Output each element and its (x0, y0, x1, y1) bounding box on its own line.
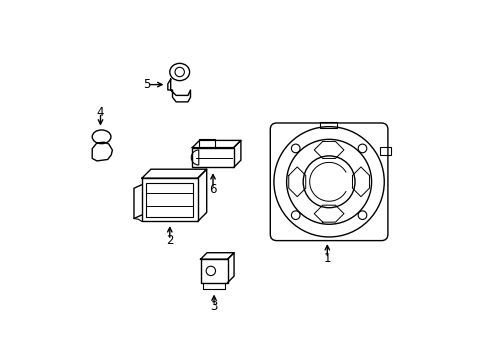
Text: 5: 5 (143, 78, 151, 91)
Text: 4: 4 (97, 106, 104, 119)
Text: 6: 6 (209, 183, 216, 195)
Text: 1: 1 (323, 252, 330, 265)
Text: 2: 2 (166, 234, 173, 247)
Text: 3: 3 (210, 300, 217, 312)
